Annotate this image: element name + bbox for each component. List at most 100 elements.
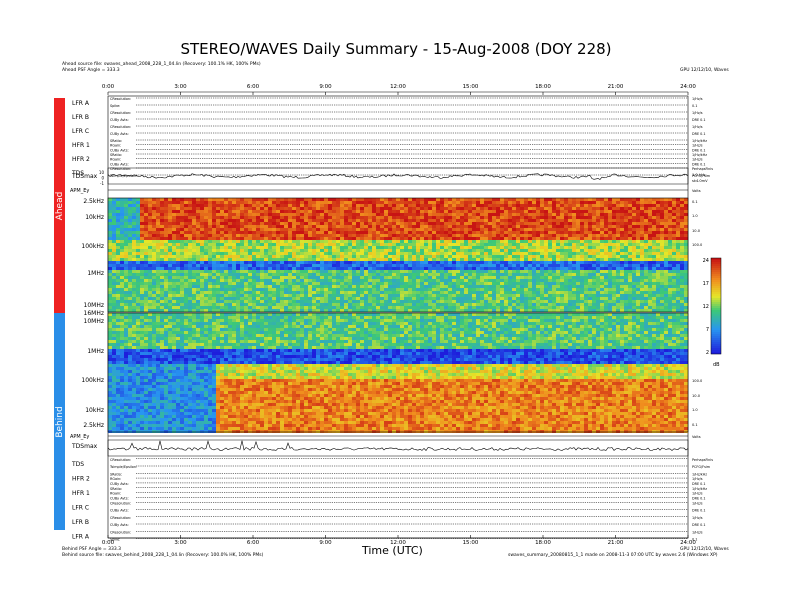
ahead-spectrum-cell: [316, 219, 320, 222]
ahead-spectrum-cell: [156, 198, 160, 201]
ahead-spectrum-cell: [216, 279, 220, 282]
ahead-spectrum-cell: [112, 213, 116, 216]
ahead-spectrum-cell: [396, 246, 400, 249]
ahead-spectrum-cell: [412, 201, 416, 204]
time-tick-label-bottom: 3:00: [174, 540, 187, 546]
apm-behind-volts: Volts: [692, 435, 701, 439]
ahead-spectrum-cell: [500, 294, 504, 297]
ahead-spectrum-cell: [332, 252, 336, 255]
ahead-spectrum-cell: [660, 258, 664, 261]
ahead-spectrum-cell: [632, 291, 636, 294]
ahead-spectrum-cell: [336, 216, 340, 219]
ahead-spectrum-cell: [484, 243, 488, 246]
ahead-spectrum-cell: [488, 198, 492, 201]
ahead-spectrum-cell: [152, 225, 156, 228]
ahead-spectrum-cell: [672, 255, 676, 258]
ahead-spectrum-cell: [388, 207, 392, 210]
ahead-spectrum-cell: [208, 231, 212, 234]
ahead-spectrum-cell: [532, 294, 536, 297]
ahead-spectrum-cell: [276, 222, 280, 225]
ahead-spectrum-cell: [212, 285, 216, 288]
ahead-spectrum-cell: [240, 276, 244, 279]
ahead-spectrum-cell: [288, 204, 292, 207]
ahead-spectrum-cell: [264, 210, 268, 213]
ahead-spectrum-cell: [596, 282, 600, 285]
ahead-spectrum-cell: [272, 216, 276, 219]
ahead-spectrum-cell: [448, 282, 452, 285]
ahead-spectrum-cell: [684, 264, 688, 267]
time-tick-label-bottom: 9:00: [319, 540, 332, 546]
ahead-spectrum-cell: [408, 276, 412, 279]
ahead-spectrum-cell: [496, 270, 500, 273]
ahead-spectrum-cell: [304, 207, 308, 210]
ahead-spectrum-cell: [492, 285, 496, 288]
ahead-spectrum-cell: [320, 261, 324, 264]
ahead-spectrum-cell: [160, 240, 164, 243]
ahead-spectrum-cell: [204, 282, 208, 285]
ahead-spectrum-cell: [592, 210, 596, 213]
ahead-spectrum-cell: [376, 222, 380, 225]
ahead-spectrum-cell: [320, 225, 324, 228]
ahead-spectrum-cell: [164, 294, 168, 297]
ahead-spectrum-cell: [336, 288, 340, 291]
ahead-spectrum-cell: [220, 240, 224, 243]
ahead-spectrum-cell: [536, 261, 540, 264]
ahead-spectrum-cell: [664, 207, 668, 210]
ahead-spectrum-cell: [652, 231, 656, 234]
ahead-spectrum-cell: [360, 225, 364, 228]
ahead-spectrum-cell: [236, 228, 240, 231]
ahead-spectrum-cell: [440, 210, 444, 213]
ahead-spectrum-cell: [504, 222, 508, 225]
ahead-spectrum-cell: [200, 204, 204, 207]
ahead-spectrum-cell: [676, 258, 680, 261]
ahead-spectrum-cell: [564, 255, 568, 258]
ahead-spectrum-cell: [676, 243, 680, 246]
ahead-spectrum-cell: [660, 216, 664, 219]
ahead-spectrum-cell: [612, 204, 616, 207]
ahead-spectrum-cell: [308, 225, 312, 228]
ahead-spectrum-cell: [124, 231, 128, 234]
ahead-spectrum-cell: [136, 279, 140, 282]
ahead-spectrum-cell: [668, 279, 672, 282]
ahead-spectrum-cell: [196, 255, 200, 258]
ahead-spectrum-cell: [556, 258, 560, 261]
ahead-spectrum-cell: [236, 255, 240, 258]
ahead-spectrum-cell: [624, 252, 628, 255]
ahead-spectrum-cell: [472, 225, 476, 228]
ahead-spectrum-cell: [340, 264, 344, 267]
ahead-spectrum-cell: [256, 279, 260, 282]
ahead-spectrum-cell: [648, 237, 652, 240]
ahead-spectrum-cell: [376, 291, 380, 294]
ahead-spectrum-cell: [316, 228, 320, 231]
ahead-spectrum-cell: [128, 234, 132, 237]
ahead-spectrum-cell: [644, 243, 648, 246]
ahead-spectrum-cell: [548, 273, 552, 276]
ahead-spectrum-cell: [644, 225, 648, 228]
ahead-spectrum-cell: [344, 279, 348, 282]
ahead-spectrum-cell: [540, 198, 544, 201]
ahead-spectrum-cell: [640, 267, 644, 270]
ahead-spectrum-cell: [360, 234, 364, 237]
ahead-spectrum-cell: [408, 201, 412, 204]
ahead-spectrum-cell: [628, 288, 632, 291]
ahead-spectrum-cell: [452, 270, 456, 273]
ahead-spectrum-cell: [596, 261, 600, 264]
ahead-spectrum-cell: [636, 228, 640, 231]
ahead-spectrum-cell: [200, 255, 204, 258]
ahead-spectrum-cell: [660, 255, 664, 258]
ahead-spectrum-cell: [164, 264, 168, 267]
ahead-spectrum-cell: [564, 282, 568, 285]
ahead-spectrum-cell: [444, 231, 448, 234]
ahead-spectrum-cell: [528, 267, 532, 270]
ahead-spectrum-cell: [200, 252, 204, 255]
ahead-spectrum-cell: [428, 225, 432, 228]
ahead-spectrum-cell: [288, 291, 292, 294]
ahead-spectrum-cell: [300, 288, 304, 291]
ahead-spectrum-cell: [588, 210, 592, 213]
ahead-spectrum-cell: [684, 246, 688, 249]
ahead-spectrum-cell: [508, 255, 512, 258]
ahead-spectrum-cell: [244, 282, 248, 285]
ahead-spectrum-cell: [576, 231, 580, 234]
ahead-spectrum-cell: [132, 288, 136, 291]
ahead-spectrum-cell: [288, 252, 292, 255]
